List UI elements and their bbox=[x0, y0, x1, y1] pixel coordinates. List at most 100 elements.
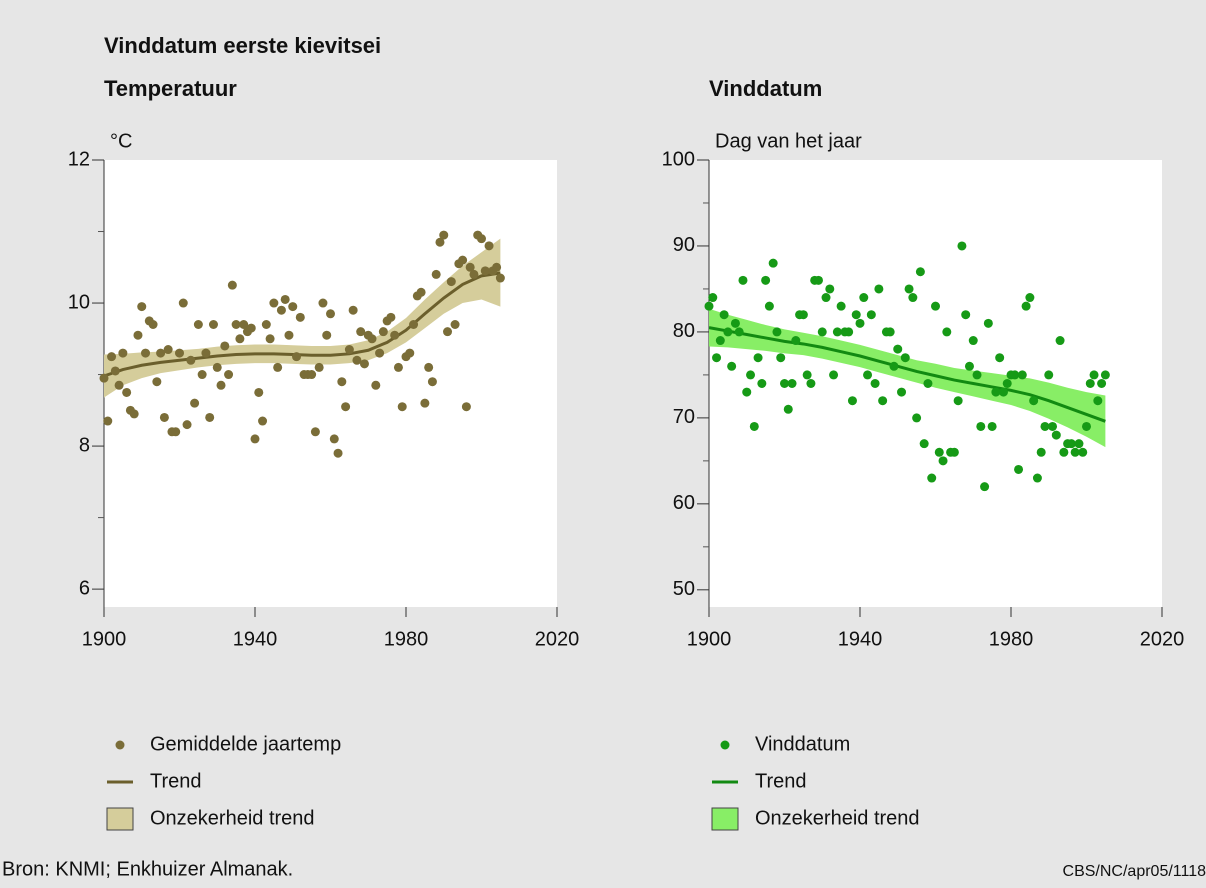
data-point bbox=[431, 269, 441, 279]
data-point bbox=[1021, 301, 1031, 311]
data-point bbox=[103, 416, 113, 426]
data-point bbox=[780, 379, 789, 388]
data-point bbox=[972, 370, 982, 380]
data-point bbox=[254, 387, 264, 397]
data-point bbox=[367, 334, 377, 344]
data-point bbox=[742, 387, 752, 397]
data-point bbox=[477, 234, 486, 244]
data-point bbox=[821, 293, 831, 303]
data-point bbox=[995, 353, 1005, 363]
data-point bbox=[356, 327, 366, 337]
y-tick-label: 90 bbox=[673, 234, 695, 256]
data-point bbox=[1082, 421, 1091, 431]
data-point bbox=[1017, 370, 1027, 380]
data-point bbox=[386, 312, 396, 322]
data-point bbox=[156, 348, 166, 358]
data-point bbox=[787, 379, 797, 388]
data-point bbox=[1059, 447, 1069, 457]
data-point bbox=[1029, 396, 1039, 406]
data-point bbox=[190, 398, 200, 408]
data-point bbox=[1040, 421, 1050, 431]
data-point bbox=[1066, 439, 1076, 449]
data-point bbox=[235, 334, 245, 344]
data-point bbox=[220, 341, 230, 351]
x-tick-label: 1980 bbox=[989, 628, 1034, 650]
data-point bbox=[201, 348, 211, 358]
data-point bbox=[934, 447, 944, 457]
data-point bbox=[1089, 370, 1099, 380]
data-point bbox=[1002, 379, 1012, 388]
data-point bbox=[212, 362, 222, 372]
data-point bbox=[1093, 396, 1103, 406]
y-tick-label: 60 bbox=[673, 492, 695, 514]
data-point bbox=[734, 327, 744, 337]
data-point bbox=[273, 362, 283, 372]
data-point bbox=[461, 402, 471, 412]
x-tick-label: 1980 bbox=[384, 628, 429, 650]
data-point bbox=[998, 387, 1008, 397]
data-point bbox=[776, 353, 786, 363]
data-point bbox=[205, 412, 215, 422]
data-point bbox=[250, 434, 260, 444]
data-point bbox=[900, 353, 910, 363]
data-point bbox=[110, 366, 120, 376]
data-point bbox=[182, 420, 192, 430]
data-point bbox=[938, 456, 948, 466]
data-point bbox=[768, 258, 778, 268]
data-point bbox=[284, 330, 294, 340]
data-point bbox=[484, 241, 494, 251]
data-point bbox=[216, 380, 226, 390]
data-point bbox=[931, 301, 940, 311]
data-point bbox=[1074, 439, 1084, 449]
y-tick-label: 80 bbox=[673, 320, 695, 342]
trend-line bbox=[708, 326, 1106, 423]
data-point bbox=[114, 380, 124, 390]
data-point bbox=[393, 362, 403, 372]
data-point bbox=[352, 355, 362, 365]
data-point bbox=[405, 348, 415, 358]
data-point bbox=[1085, 379, 1095, 388]
x-tick-label: 1940 bbox=[838, 628, 883, 650]
data-point bbox=[276, 305, 286, 315]
data-point bbox=[326, 309, 335, 319]
data-point bbox=[832, 327, 842, 337]
data-point bbox=[1044, 370, 1054, 380]
data-point bbox=[171, 427, 181, 437]
data-point bbox=[1051, 430, 1061, 440]
data-point bbox=[987, 421, 997, 431]
data-point bbox=[1032, 473, 1042, 483]
data-point bbox=[719, 310, 729, 320]
data-point bbox=[261, 319, 271, 329]
data-point bbox=[1078, 447, 1088, 457]
y-tick-label: 10 bbox=[68, 291, 90, 313]
chart-title: Temperatuur bbox=[104, 76, 237, 101]
data-point bbox=[246, 323, 256, 333]
data-point bbox=[344, 345, 354, 355]
data-point bbox=[159, 412, 169, 422]
data-point bbox=[953, 396, 963, 406]
data-point bbox=[949, 447, 959, 457]
data-point bbox=[878, 396, 888, 406]
data-point bbox=[450, 319, 460, 329]
data-point bbox=[186, 355, 196, 365]
data-point bbox=[1036, 447, 1046, 457]
data-point bbox=[318, 298, 328, 308]
data-point bbox=[764, 301, 774, 311]
data-point bbox=[397, 402, 407, 412]
data-point bbox=[893, 344, 903, 354]
data-point bbox=[912, 413, 922, 423]
data-point bbox=[1070, 447, 1080, 457]
data-point bbox=[942, 327, 952, 337]
data-point bbox=[1025, 293, 1035, 303]
data-point bbox=[495, 273, 505, 283]
data-point bbox=[730, 318, 740, 328]
legend-marker bbox=[720, 740, 730, 750]
data-point bbox=[288, 302, 298, 312]
data-point bbox=[322, 330, 332, 340]
data-point bbox=[885, 327, 895, 337]
data-point bbox=[465, 262, 475, 272]
y-axis-label: °C bbox=[110, 130, 132, 152]
data-point bbox=[292, 352, 302, 362]
data-point bbox=[265, 334, 275, 344]
data-point bbox=[746, 370, 756, 380]
